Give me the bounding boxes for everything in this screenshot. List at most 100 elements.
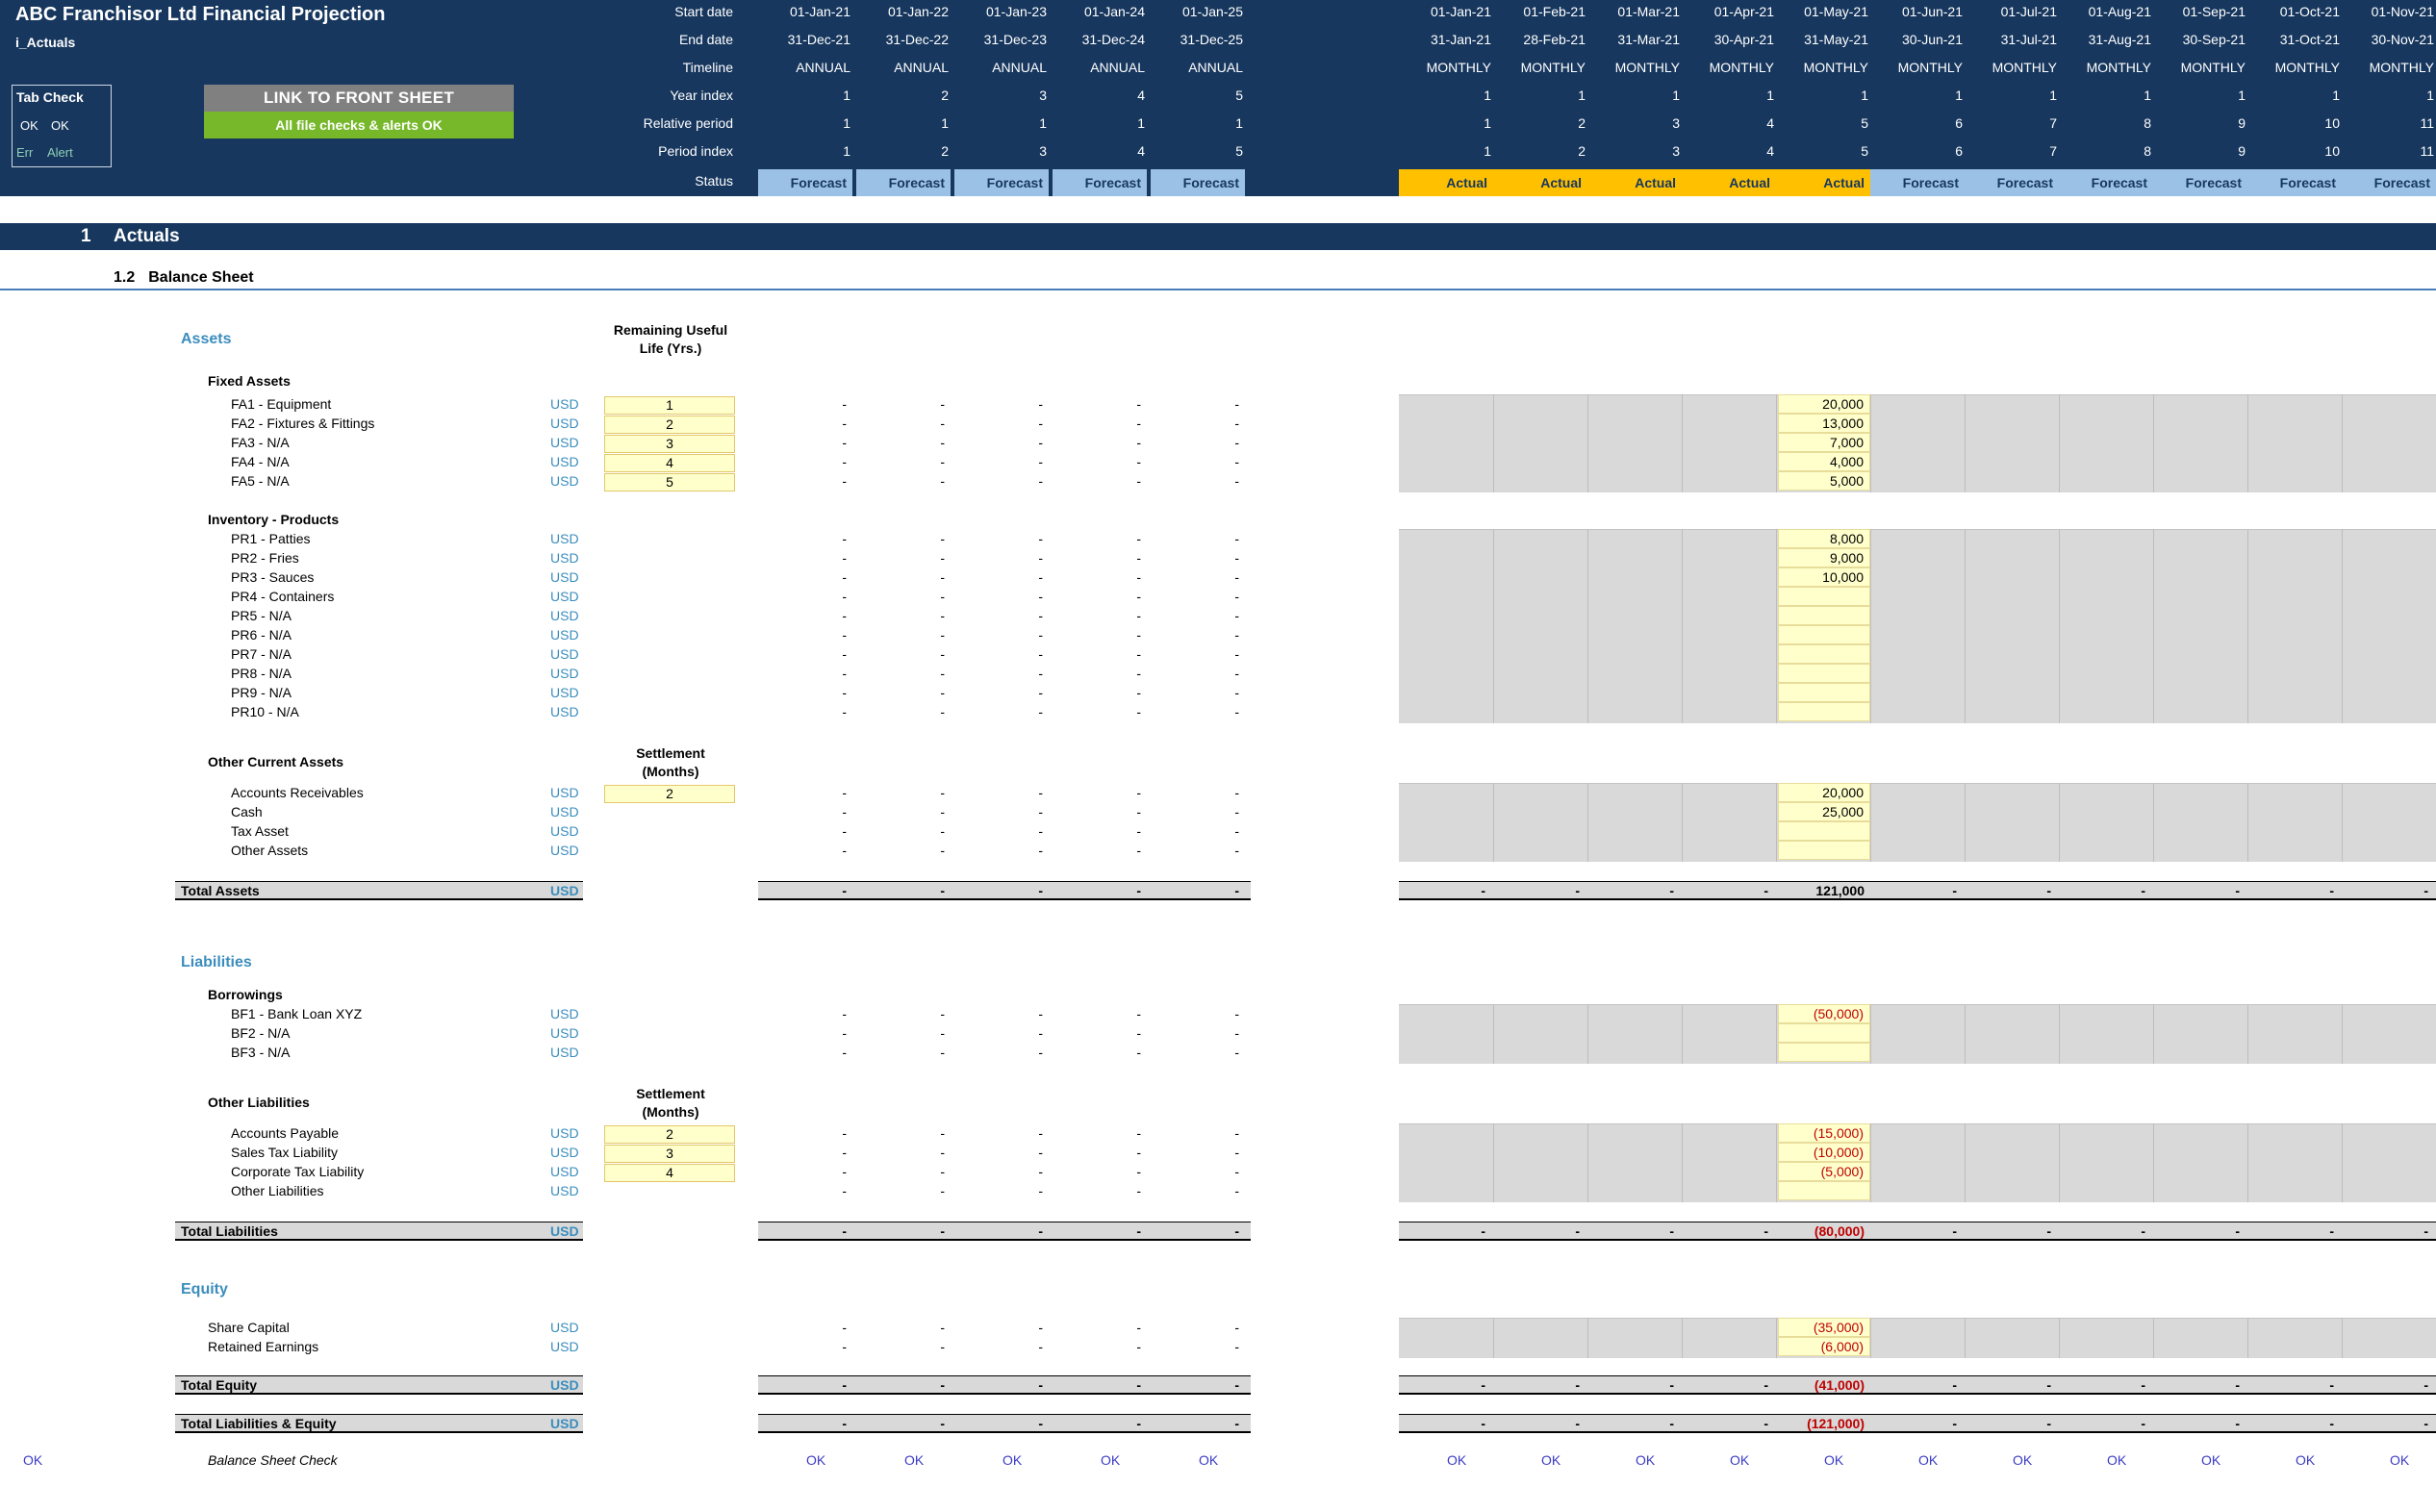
- start-date-label: Start date: [674, 4, 733, 19]
- may-actual-input[interactable]: 20,000: [1778, 394, 1870, 414]
- total-equity-month-dash: -: [2141, 1377, 2145, 1393]
- may-actual-input[interactable]: 7,000: [1778, 433, 1870, 452]
- timeline-start-cell: 01-May-21: [1804, 4, 1868, 19]
- may-actual-input[interactable]: 20,000: [1778, 783, 1870, 802]
- may-actual-input[interactable]: 10,000: [1778, 567, 1870, 587]
- may-actual-input[interactable]: 8,000: [1778, 529, 1870, 548]
- assumption-input[interactable]: 4: [604, 1164, 735, 1182]
- value-dash: -: [940, 569, 945, 585]
- unit-label: USD: [550, 396, 579, 412]
- may-actual-input[interactable]: [1778, 664, 1870, 683]
- column-gridline: [2153, 1123, 2154, 1202]
- value-dash: -: [940, 1145, 945, 1160]
- may-actual-input[interactable]: 5,000: [1778, 471, 1870, 491]
- monthly-check-ok: OK: [1918, 1452, 1939, 1468]
- may-actual-input[interactable]: [1778, 702, 1870, 721]
- may-actual-input[interactable]: [1778, 625, 1870, 644]
- column-gridline: [1587, 1123, 1588, 1202]
- row-label: PR4 - Containers: [231, 589, 335, 604]
- column-gridline: [1776, 1123, 1777, 1202]
- may-actual-input[interactable]: (50,000): [1778, 1004, 1870, 1023]
- may-actual-input[interactable]: [1778, 821, 1870, 841]
- assumption-input[interactable]: 3: [604, 1145, 735, 1163]
- may-actual-input[interactable]: [1778, 1023, 1870, 1043]
- value-dash: -: [1234, 550, 1239, 566]
- timeline-timeline-cell: ANNUAL: [992, 60, 1047, 75]
- may-actual-input[interactable]: [1778, 606, 1870, 625]
- may-actual-input[interactable]: (6,000): [1778, 1337, 1870, 1356]
- assumption-input[interactable]: 5: [604, 473, 735, 491]
- timeline-relative-cell: 8: [2144, 115, 2151, 131]
- timeline-period-cell: 2: [941, 143, 949, 159]
- may-actual-input[interactable]: [1778, 841, 1870, 860]
- actuals-input-band: [1399, 1318, 2436, 1358]
- may-actual-input[interactable]: [1778, 1181, 1870, 1200]
- total-assets-month-dash: -: [1575, 883, 1580, 898]
- row-label: Corporate Tax Liability: [231, 1164, 365, 1179]
- may-actual-input[interactable]: [1778, 587, 1870, 606]
- assumption-input[interactable]: 4: [604, 454, 735, 472]
- may-actual-input[interactable]: 9,000: [1778, 548, 1870, 567]
- column-gridline: [2342, 394, 2343, 492]
- unit-label: USD: [550, 646, 579, 662]
- total-equity-bar: [758, 1375, 1251, 1395]
- period-status-cell: Forecast: [1870, 169, 1965, 196]
- timeline-start-cell: 01-Oct-21: [2279, 4, 2340, 19]
- column-gridline: [2059, 394, 2060, 492]
- value-dash: -: [842, 1145, 847, 1160]
- may-actual-input[interactable]: (5,000): [1778, 1162, 1870, 1181]
- unit-label: USD: [550, 685, 579, 700]
- may-actual-input[interactable]: [1778, 644, 1870, 664]
- value-dash: -: [1136, 1320, 1141, 1335]
- value-dash: -: [940, 1320, 945, 1335]
- section-bar: 1 Actuals: [0, 223, 2436, 250]
- value-dash: -: [842, 550, 847, 566]
- assumption-input[interactable]: 2: [604, 1125, 735, 1144]
- column-gridline: [1493, 1004, 1494, 1064]
- value-dash: -: [940, 1339, 945, 1354]
- row-label: Retained Earnings: [208, 1339, 319, 1354]
- tab-check-panel: Tab Check OK OK Err Alert: [12, 85, 112, 167]
- may-actual-input[interactable]: 25,000: [1778, 802, 1870, 821]
- may-actual-input[interactable]: 4,000: [1778, 452, 1870, 471]
- value-dash: -: [940, 646, 945, 662]
- may-actual-input[interactable]: (10,000): [1778, 1143, 1870, 1162]
- value-dash: -: [1234, 435, 1239, 450]
- value-dash: -: [1038, 1125, 1043, 1141]
- value-dash: -: [940, 785, 945, 800]
- period-status-cell: Forecast: [2247, 169, 2342, 196]
- timeline-year-cell: 1: [843, 88, 850, 103]
- column-gridline: [1776, 394, 1777, 492]
- total-assets-bar: [175, 881, 583, 900]
- tab-check-title: Tab Check: [16, 89, 84, 105]
- total-liabilities-unit: USD: [550, 1223, 579, 1239]
- timeline-start-cell: 01-Mar-21: [1617, 4, 1680, 19]
- may-actual-input[interactable]: [1778, 683, 1870, 702]
- column-gridline: [2342, 529, 2343, 723]
- value-dash: -: [940, 1125, 945, 1141]
- assumption-input[interactable]: 2: [604, 785, 735, 803]
- total-equity-month-dash: -: [2046, 1377, 2051, 1393]
- unit-label: USD: [550, 608, 579, 623]
- assumption-input[interactable]: 3: [604, 435, 735, 453]
- value-dash: -: [1234, 454, 1239, 469]
- value-dash: -: [1136, 666, 1141, 681]
- assumption-input[interactable]: 1: [604, 396, 735, 415]
- assumption-input[interactable]: 2: [604, 416, 735, 434]
- timeline-relative-cell: 1: [1039, 115, 1047, 131]
- row-label: Accounts Receivables: [231, 785, 364, 800]
- may-actual-input[interactable]: (15,000): [1778, 1123, 1870, 1143]
- row-label: FA2 - Fixtures & Fittings: [231, 416, 375, 431]
- value-dash: -: [1234, 1145, 1239, 1160]
- settlement-header-assets: Settlement (Months): [596, 744, 745, 781]
- value-dash: -: [842, 666, 847, 681]
- may-actual-input[interactable]: (35,000): [1778, 1318, 1870, 1337]
- may-actual-input[interactable]: 13,000: [1778, 414, 1870, 433]
- row-label: PR7 - N/A: [231, 646, 292, 662]
- link-to-front-sheet-button[interactable]: LINK TO FRONT SHEET: [204, 85, 514, 112]
- timeline-relative-cell: 7: [2049, 115, 2057, 131]
- timeline-period-cell: 3: [1672, 143, 1680, 159]
- value-dash: -: [842, 627, 847, 643]
- assets-heading: Assets: [181, 331, 232, 347]
- may-actual-input[interactable]: [1778, 1043, 1870, 1062]
